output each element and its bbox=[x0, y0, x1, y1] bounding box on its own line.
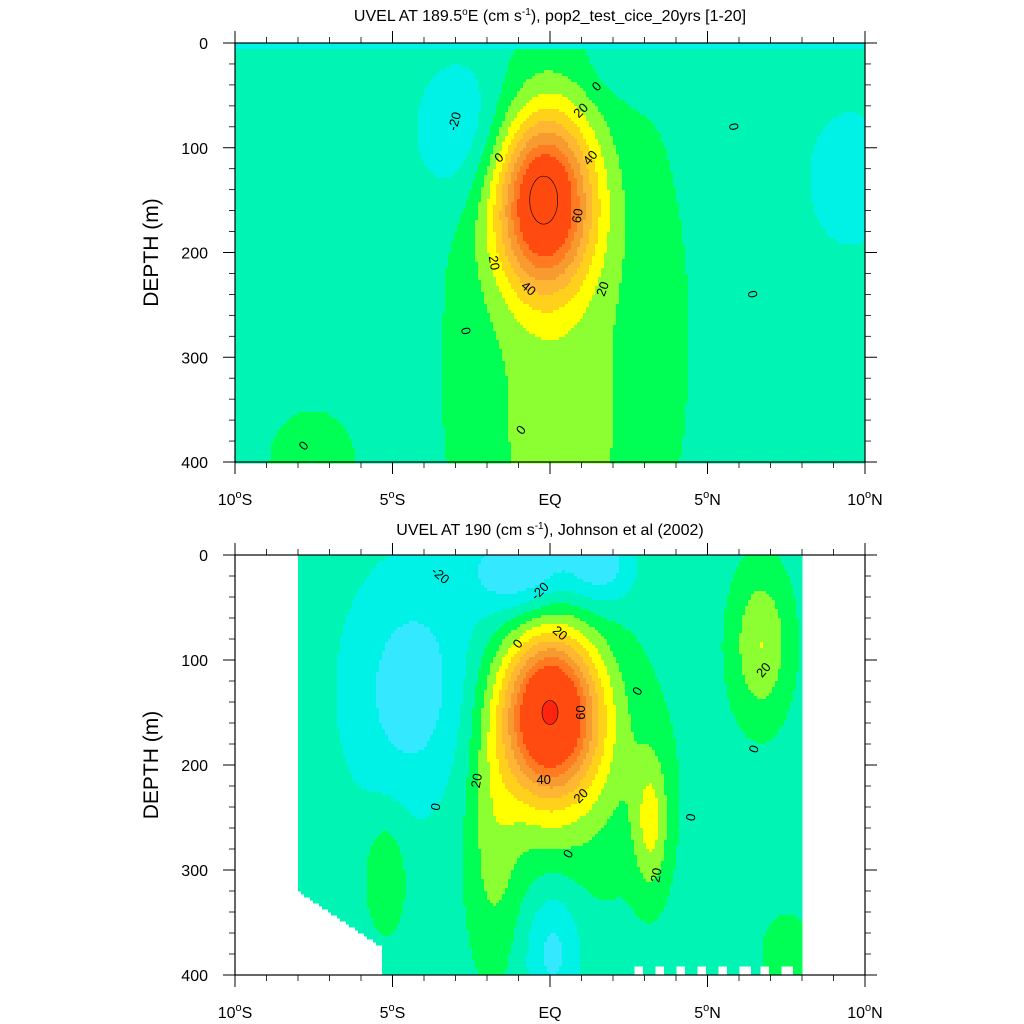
y-axis-label: DEPTH (m) bbox=[140, 711, 163, 820]
velocity-core-1 bbox=[530, 176, 558, 224]
chart-title: UVEL AT 190 (cm s-1), Johnson et al (200… bbox=[396, 521, 703, 539]
x-tick-label: 5oS bbox=[380, 489, 406, 509]
velocity-core-2 bbox=[542, 701, 558, 725]
x-tick-label: 10oN bbox=[847, 489, 882, 509]
y-tick-label: 300 bbox=[181, 350, 208, 367]
y-tick-label: 200 bbox=[181, 246, 208, 263]
x-tick-label: 10oS bbox=[218, 1002, 253, 1022]
contour-label: 60 bbox=[573, 705, 588, 719]
y-tick-label: 0 bbox=[199, 548, 208, 565]
contour-fill-1 bbox=[235, 43, 866, 464]
contour-label: 40 bbox=[536, 772, 550, 787]
x-tick-label: 5oS bbox=[380, 1002, 406, 1022]
chart-title: UVEL AT 189.5oE (cm s-1), pop2_test_cice… bbox=[354, 7, 746, 25]
contour-label: 20 bbox=[486, 254, 503, 271]
x-tick-label: 5oN bbox=[694, 489, 721, 509]
y-tick-label: 200 bbox=[181, 758, 208, 775]
y-tick-label: 400 bbox=[181, 455, 208, 472]
contour-fill-2 bbox=[298, 555, 803, 976]
x-tick-label: 10oN bbox=[847, 1002, 882, 1022]
x-tick-label: EQ bbox=[538, 492, 561, 509]
y-tick-label: 100 bbox=[181, 653, 208, 670]
contour-label: 20 bbox=[468, 772, 485, 789]
y-tick-label: 100 bbox=[181, 141, 208, 158]
y-tick-label: 400 bbox=[181, 968, 208, 985]
y-tick-label: 300 bbox=[181, 863, 208, 880]
y-tick-label: 0 bbox=[199, 36, 208, 53]
contour-label: 20 bbox=[647, 867, 664, 884]
contour-label: 60 bbox=[569, 207, 586, 224]
x-tick-label: 5oN bbox=[694, 1002, 721, 1022]
x-tick-label: EQ bbox=[538, 1005, 561, 1022]
y-axis-label: DEPTH (m) bbox=[140, 198, 163, 307]
x-tick-label: 10oS bbox=[218, 489, 253, 509]
